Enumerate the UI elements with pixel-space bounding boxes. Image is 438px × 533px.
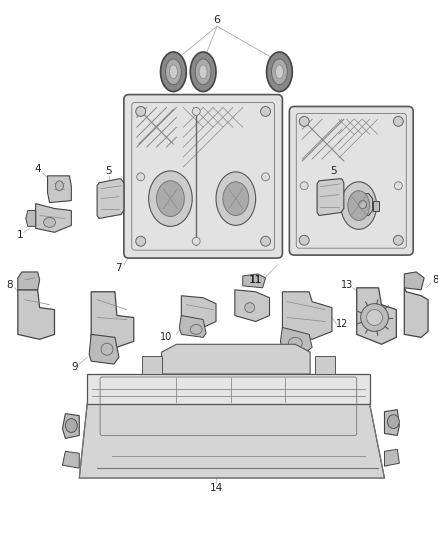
Ellipse shape [341, 182, 377, 229]
Polygon shape [18, 272, 39, 290]
Polygon shape [317, 179, 344, 215]
Text: 11: 11 [250, 275, 262, 285]
Ellipse shape [170, 65, 177, 79]
FancyBboxPatch shape [124, 94, 283, 258]
Text: 11: 11 [249, 275, 262, 285]
Ellipse shape [192, 237, 200, 245]
Text: 14: 14 [209, 483, 223, 493]
Ellipse shape [360, 304, 389, 332]
Polygon shape [63, 451, 79, 468]
Ellipse shape [56, 181, 64, 191]
Ellipse shape [393, 116, 403, 126]
Ellipse shape [195, 59, 211, 85]
Polygon shape [243, 274, 265, 288]
Polygon shape [373, 200, 378, 211]
Polygon shape [404, 288, 428, 337]
Polygon shape [142, 356, 162, 374]
Ellipse shape [216, 172, 256, 225]
Ellipse shape [300, 182, 308, 190]
Text: 13: 13 [341, 280, 353, 290]
Polygon shape [385, 449, 399, 466]
Polygon shape [26, 211, 35, 227]
Ellipse shape [367, 310, 382, 326]
Ellipse shape [137, 173, 145, 181]
Ellipse shape [393, 235, 403, 245]
Polygon shape [404, 272, 424, 290]
Ellipse shape [160, 52, 186, 92]
Ellipse shape [136, 236, 146, 246]
Ellipse shape [199, 65, 207, 79]
Text: 8: 8 [432, 275, 438, 285]
Ellipse shape [44, 217, 56, 228]
Ellipse shape [267, 52, 292, 92]
Ellipse shape [192, 108, 200, 115]
Ellipse shape [272, 59, 287, 85]
Text: 5: 5 [106, 166, 112, 176]
Polygon shape [179, 316, 206, 337]
Polygon shape [357, 193, 373, 215]
Ellipse shape [261, 236, 271, 246]
Text: 4: 4 [34, 164, 41, 174]
Polygon shape [91, 292, 134, 348]
Text: 12: 12 [336, 319, 348, 329]
Text: 5: 5 [331, 166, 337, 176]
Polygon shape [357, 288, 396, 344]
FancyBboxPatch shape [290, 107, 413, 255]
Ellipse shape [276, 65, 283, 79]
Ellipse shape [299, 235, 309, 245]
Text: 8: 8 [7, 280, 13, 290]
Ellipse shape [223, 182, 249, 215]
Ellipse shape [101, 343, 113, 355]
Ellipse shape [65, 418, 77, 432]
Polygon shape [18, 290, 54, 340]
Ellipse shape [245, 303, 254, 312]
Polygon shape [63, 414, 79, 439]
Ellipse shape [299, 116, 309, 126]
Polygon shape [235, 290, 269, 321]
Polygon shape [315, 356, 335, 374]
Ellipse shape [394, 182, 402, 190]
Polygon shape [89, 334, 119, 364]
Text: 6: 6 [213, 15, 220, 25]
Ellipse shape [348, 191, 370, 221]
Text: 1: 1 [17, 230, 23, 240]
Text: 7: 7 [116, 263, 122, 273]
Ellipse shape [261, 173, 269, 181]
Ellipse shape [136, 107, 146, 116]
Ellipse shape [166, 59, 181, 85]
Ellipse shape [359, 200, 367, 208]
Ellipse shape [190, 325, 202, 334]
Ellipse shape [261, 107, 271, 116]
Polygon shape [79, 403, 385, 478]
Polygon shape [162, 344, 310, 374]
Polygon shape [385, 410, 399, 435]
Polygon shape [48, 176, 71, 203]
Ellipse shape [156, 181, 184, 216]
Ellipse shape [148, 171, 192, 227]
Polygon shape [280, 327, 312, 351]
Ellipse shape [288, 337, 302, 349]
Ellipse shape [388, 415, 399, 429]
Polygon shape [87, 374, 370, 403]
Ellipse shape [190, 52, 216, 92]
Text: 9: 9 [71, 362, 78, 372]
Polygon shape [181, 296, 216, 327]
Polygon shape [283, 292, 332, 340]
Polygon shape [35, 204, 71, 232]
Text: 10: 10 [160, 333, 173, 342]
Polygon shape [97, 179, 124, 219]
